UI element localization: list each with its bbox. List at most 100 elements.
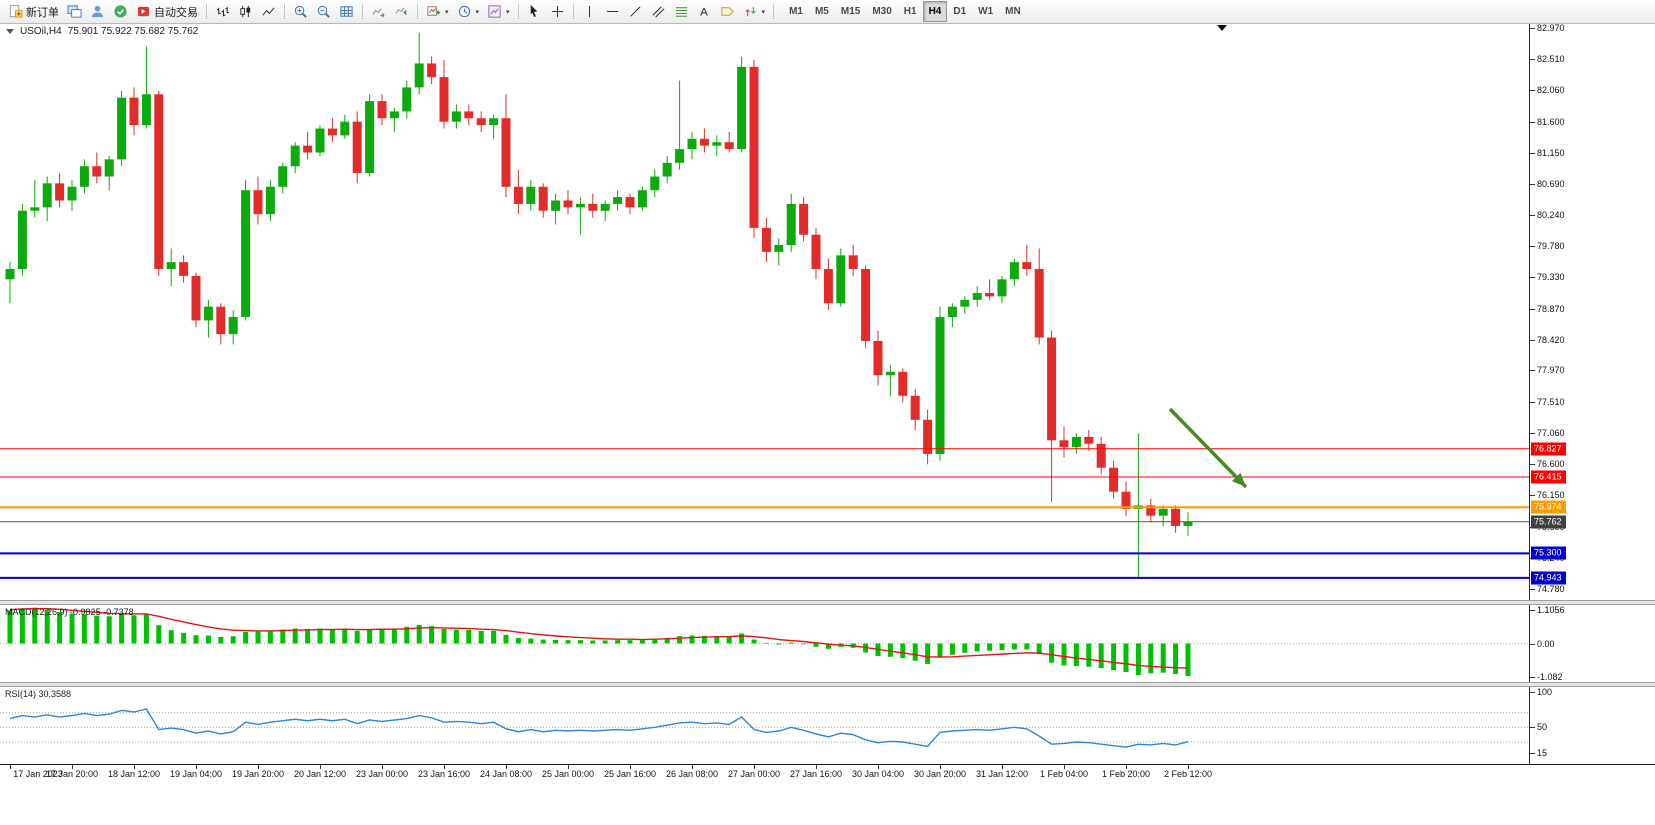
candle-body [290,145,300,167]
crosshair-icon [550,4,565,19]
candle-body [799,203,809,235]
price-tick-mark [1530,152,1535,154]
chart-shift-button[interactable] [367,1,390,23]
time-axis[interactable]: 17 Jan 2023 17 Jan 20:00 18 Jan 12:00 19 Ja… [0,764,1655,783]
grid-button[interactable] [335,1,358,23]
timeframe-h4[interactable]: H4 [922,1,948,22]
vertical-line-button[interactable] [578,1,601,23]
candle-body [1146,505,1156,516]
trendline-button[interactable] [624,1,647,23]
line-chart-icon [261,4,276,19]
macd-tick-label: -1.082 [1537,672,1563,682]
trend-arrow[interactable] [1168,407,1248,489]
rsi-tick-mark [1530,692,1535,693]
auto-scroll-icon [394,4,409,19]
horizontal-line-button[interactable] [601,1,624,23]
time-tick-mark [444,765,445,769]
new-order-button[interactable]: 新订单 [4,1,63,23]
toolbar-separator [284,4,285,19]
rsi-panel[interactable]: RSI(14) 30.3588 [0,687,1529,764]
candle-body [885,371,895,376]
candle-body [489,118,499,126]
main-chart-panel[interactable]: USOil,H4 75.901 75.922 75.682 75.762 [0,23,1529,600]
timeframe-d1[interactable]: D1 [953,6,967,17]
timeframe-m1[interactable]: M1 [789,6,803,17]
price-tick-label: 76.600 [1537,459,1565,470]
price-tick-mark [1530,90,1535,92]
candlestick-chart[interactable] [0,23,1529,600]
arrows-button[interactable]: ▾ [739,1,770,23]
line-chart-button[interactable] [257,1,280,23]
candle-body [749,66,759,228]
auto-scroll-button[interactable] [390,1,413,23]
candle-body [699,138,709,146]
price-tick-mark [1530,432,1535,434]
bar-chart-button[interactable] [211,1,234,23]
candle-body [104,159,114,177]
vline-icon [582,4,597,19]
time-tick-label: 31 Jan 12:00 [975,769,1029,779]
timeframe-mn[interactable]: MN [1005,6,1021,17]
macd-panel[interactable]: MACD(12,26,9) -0.9825 -0.7378 [0,605,1529,682]
profile-button[interactable] [86,1,109,23]
candle-body [1034,269,1044,338]
charts-button[interactable] [63,1,86,23]
autotrade-button[interactable]: 自动交易 [132,1,202,23]
new-chart-button[interactable]: ▾ [422,1,453,23]
market-icon [113,4,128,19]
autotrade-icon [136,4,151,19]
candle-body [203,306,213,321]
scroll-anchor-icon[interactable] [1217,25,1227,31]
candle-body [823,269,833,304]
rsi-tick-label: 15 [1537,748,1548,758]
candle-chart-button[interactable] [234,1,257,23]
timeframe-m5[interactable]: M5 [814,6,829,17]
price-tick-label: 81.600 [1537,116,1565,127]
candle-body [265,186,275,215]
timeframe-group: M1 M5 M15 M30 H1 H4 D1 W1 MN [783,1,1027,22]
time-tick-mark [816,765,817,769]
timeframe-m15[interactable]: M15 [840,6,861,17]
candle-body [761,227,771,252]
profile-icon [90,4,105,19]
timeframe-w1[interactable]: W1 [978,6,994,17]
label-button[interactable] [716,1,739,23]
time-tick-mark [10,765,11,769]
channel-button[interactable] [647,1,670,23]
price-axis[interactable]: 82.970 82.510 82.060 81.600 81.150 80.690 80.2… [1529,23,1655,600]
time-tick-mark [72,765,73,769]
zoom-out-button[interactable] [312,1,335,23]
candle-body [389,111,399,119]
candle-body [947,306,957,317]
candle-body [1022,262,1032,270]
chart-window: USOil,H4 75.901 75.922 75.682 75.762 82.… [0,23,1655,825]
candle-body [129,97,139,126]
cursor-button[interactable] [523,1,546,23]
svg-text:A: A [700,7,708,19]
templates-icon [487,4,502,19]
time-tick-label: 27 Jan 16:00 [789,769,843,779]
toolbar-separator [773,4,775,19]
candle-body [278,166,288,187]
candle-body [923,419,933,455]
timeframe-h1[interactable]: H1 [903,6,917,17]
text-button[interactable]: A [693,1,716,23]
symbol-expander-icon[interactable] [6,29,14,34]
crosshair-button[interactable] [546,1,569,23]
fibonacci-button[interactable] [670,1,693,23]
time-tick-label: 18 Jan 12:00 [107,769,161,779]
market-button[interactable] [109,1,132,23]
zoom-in-button[interactable] [289,1,312,23]
time-tick-label: 19 Jan 20:00 [231,769,285,779]
candle-body [1183,521,1193,526]
panel-splitter[interactable] [0,682,1655,687]
panel-splitter[interactable] [0,600,1655,605]
timeframe-m30[interactable]: M30 [872,6,892,17]
time-tick-mark [878,765,879,769]
price-tick-label: 80.240 [1537,209,1565,220]
templates-button[interactable]: ▾ [483,1,514,23]
candle-body [774,245,784,252]
periods-button[interactable]: ▾ [453,1,484,23]
chart-symbol-label: USOil,H4 75.901 75.922 75.682 75.762 [6,26,198,37]
candle-body [687,138,697,150]
